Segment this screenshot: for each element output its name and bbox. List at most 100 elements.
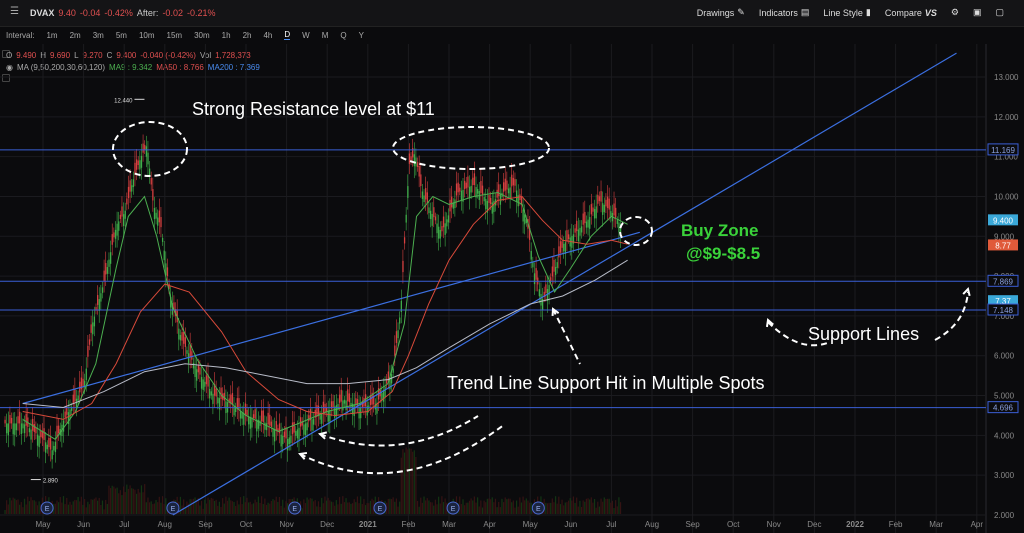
volume-bar xyxy=(192,498,195,514)
candle-body xyxy=(467,176,469,188)
candle-body xyxy=(428,207,430,214)
compare-button[interactable]: Compare VS xyxy=(885,7,937,18)
candle-body xyxy=(603,204,605,213)
candle-body xyxy=(126,198,128,205)
candle-body xyxy=(303,424,305,435)
candle-body xyxy=(28,428,31,433)
interval-3m[interactable]: 3m xyxy=(92,30,104,40)
volume-bar xyxy=(330,501,333,514)
candle-body xyxy=(265,423,268,431)
expand-icon[interactable]: ▢ xyxy=(995,7,1004,17)
candle-body xyxy=(416,162,419,167)
interval-Q[interactable]: Q xyxy=(340,30,347,40)
interval-M[interactable]: M xyxy=(321,30,329,40)
interval-15m[interactable]: 15m xyxy=(166,30,183,40)
candle-body xyxy=(277,428,279,433)
volume-bar xyxy=(585,498,588,514)
volume-bar xyxy=(119,490,121,514)
drawings-button[interactable]: Drawings ✎ xyxy=(697,7,745,18)
interval-W[interactable]: W xyxy=(302,30,310,40)
sidebar-tool-1[interactable] xyxy=(2,50,10,58)
candle-body xyxy=(418,166,420,177)
interval-2h[interactable]: 2h xyxy=(242,30,252,40)
ma50-value: MA50 : 8.766 xyxy=(156,63,204,72)
volume-bar xyxy=(351,503,354,514)
symbol[interactable]: DVAX xyxy=(30,8,55,18)
camera-icon[interactable]: ▣ xyxy=(972,7,982,17)
volume-bar xyxy=(93,498,95,514)
volume-bar xyxy=(137,488,139,514)
price-tag-label: 4.696 xyxy=(993,404,1014,413)
candle-body xyxy=(334,406,336,418)
candle-body xyxy=(561,241,563,248)
price-chart[interactable]: 2.0003.0004.0005.0006.0007.0008.0009.000… xyxy=(0,44,1024,533)
interval-30m[interactable]: 30m xyxy=(194,30,210,40)
interval-10m[interactable]: 10m xyxy=(138,30,155,40)
y-tick-label: 12.000 xyxy=(994,113,1019,122)
volume-bar xyxy=(619,502,622,514)
menu-icon[interactable]: ☰ xyxy=(10,6,19,17)
interval-1m[interactable]: 1m xyxy=(46,30,58,40)
volume-bar xyxy=(402,449,404,514)
x-tick-label: Sep xyxy=(198,520,213,529)
volume-bar xyxy=(87,501,89,514)
ma-eye-icon[interactable]: ◉ xyxy=(6,63,13,72)
candle-body xyxy=(246,409,248,416)
open-value: 9.490 xyxy=(16,51,37,60)
candle-body xyxy=(451,196,453,208)
volume-bar xyxy=(74,499,76,514)
volume-bar xyxy=(27,496,29,514)
volume-bar xyxy=(113,486,115,514)
indicators-button[interactable]: Indicators ▤ xyxy=(759,7,810,18)
volume-bar xyxy=(152,504,154,514)
candle-body xyxy=(127,186,130,199)
volume-bar xyxy=(36,505,39,514)
top-toolbar: ☰ DVAX 9.40 -0.04 -0.42% After: -0.02 -0… xyxy=(0,0,1024,27)
interval-5m[interactable]: 5m xyxy=(115,30,127,40)
support-arrowhead-left xyxy=(765,318,774,328)
volume-bar xyxy=(595,507,597,514)
interval-D[interactable]: D xyxy=(284,30,291,40)
volume-bar xyxy=(96,500,99,514)
candle-body xyxy=(191,351,193,360)
volume-bar xyxy=(509,498,511,514)
interval-Y[interactable]: Y xyxy=(358,30,364,40)
candle-body xyxy=(41,430,44,439)
volume-bar xyxy=(360,496,362,514)
volume-bar xyxy=(501,498,503,514)
volume-bar xyxy=(420,497,422,514)
y-tick-label: 13.000 xyxy=(994,73,1019,82)
volume-bar xyxy=(251,504,253,514)
interval-4h[interactable]: 4h xyxy=(263,30,273,40)
volume-bar xyxy=(433,505,435,514)
volume-bar xyxy=(105,499,107,514)
interval-1h[interactable]: 1h xyxy=(221,30,231,40)
candle-body xyxy=(287,438,289,451)
candle-body xyxy=(217,397,219,404)
candle-body xyxy=(384,386,386,398)
candle-body xyxy=(327,411,329,422)
volume-bar xyxy=(275,496,277,514)
candle-body xyxy=(36,434,39,446)
candle-body xyxy=(64,411,66,418)
candle-body xyxy=(390,374,393,384)
gear-icon[interactable]: ⚙ xyxy=(950,7,959,17)
volume-bar xyxy=(312,501,315,514)
ma-line-ma200 xyxy=(22,259,628,409)
volume-bar xyxy=(23,498,26,514)
after-hours-label: After: xyxy=(136,8,159,18)
x-tick-label: Mar xyxy=(442,520,456,529)
candle-body xyxy=(267,412,269,425)
volume-bar xyxy=(608,498,610,514)
x-tick-label: Oct xyxy=(240,520,253,529)
interval-2m[interactable]: 2m xyxy=(69,30,81,40)
candle-body xyxy=(139,160,141,170)
volume-bar xyxy=(519,497,521,514)
volume-bar xyxy=(553,502,555,514)
volume-bar xyxy=(464,505,466,514)
sidebar-tool-2[interactable] xyxy=(2,74,10,82)
volume-bar xyxy=(342,496,344,514)
candle-body xyxy=(80,377,83,390)
volume-bar xyxy=(246,497,248,514)
line-style-button[interactable]: Line Style ▮ xyxy=(823,7,870,18)
